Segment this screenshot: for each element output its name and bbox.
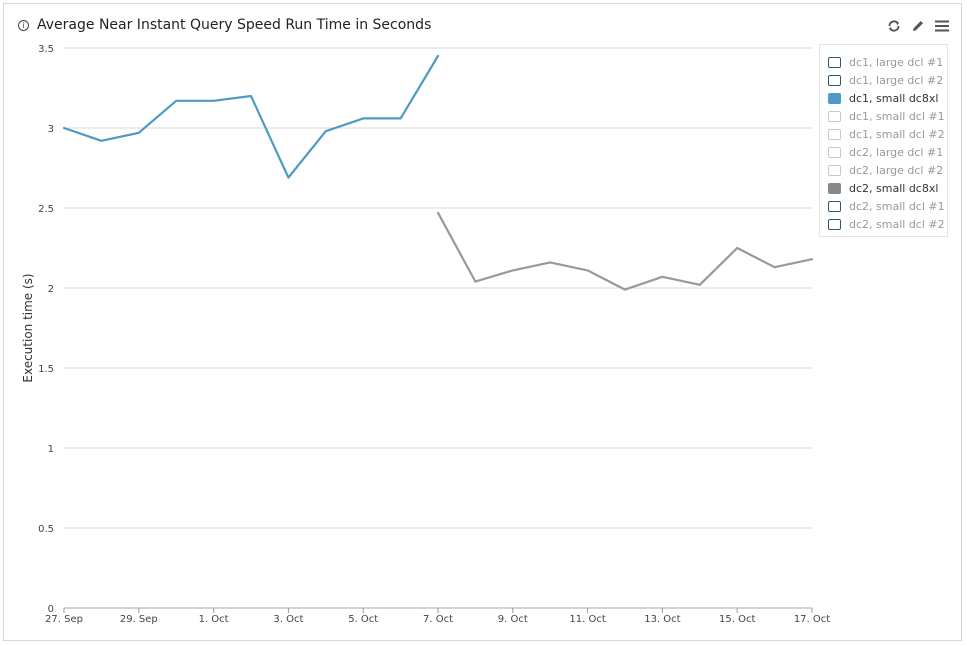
y-axis-title: Execution time (s) bbox=[21, 273, 35, 382]
legend: dc1, large dcl #1 dc1, large dcl #2 dc1, s… bbox=[819, 44, 948, 237]
y-tick-label: 1 bbox=[48, 444, 54, 455]
edit-icon[interactable] bbox=[909, 17, 927, 35]
legend-swatch bbox=[828, 165, 841, 176]
x-tick-label: 11. Oct bbox=[569, 614, 605, 625]
y-tick-label: 1.5 bbox=[38, 364, 54, 375]
legend-swatch bbox=[828, 201, 841, 212]
y-tick-label: 3.5 bbox=[38, 44, 54, 55]
x-tick-label: 15. Oct bbox=[719, 614, 755, 625]
legend-swatch bbox=[828, 57, 841, 68]
series-line bbox=[436, 211, 814, 291]
legend-swatch bbox=[828, 75, 841, 86]
info-icon[interactable]: i bbox=[18, 20, 29, 31]
legend-label: dc1, large dcl #2 bbox=[849, 74, 944, 87]
legend-label: dc1, small dcl #2 bbox=[849, 128, 945, 141]
y-tick-label: 2 bbox=[48, 284, 54, 295]
x-tick-label: 1. Oct bbox=[199, 614, 229, 625]
legend-swatch bbox=[828, 111, 841, 122]
refresh-icon[interactable] bbox=[885, 17, 903, 35]
x-tick-label: 9. Oct bbox=[498, 614, 528, 625]
legend-swatch bbox=[828, 129, 841, 140]
x-tick-label: 3. Oct bbox=[273, 614, 303, 625]
chart-header: i Average Near Instant Query Speed Run T… bbox=[18, 17, 951, 37]
x-tick-label: 29. Sep bbox=[120, 614, 158, 625]
y-tick-label: 2.5 bbox=[38, 204, 54, 215]
legend-label: dc2, small dcl #1 bbox=[849, 200, 945, 213]
x-tick-label: 27. Sep bbox=[45, 614, 83, 625]
x-tick-label: 17. Oct bbox=[794, 614, 830, 625]
legend-label: dc1, small dcl #1 bbox=[849, 110, 945, 123]
x-tick-label: 13. Oct bbox=[644, 614, 680, 625]
chart-title: Average Near Instant Query Speed Run Tim… bbox=[37, 17, 432, 33]
legend-label: dc1, small dc8xl bbox=[849, 92, 939, 105]
chart-card: i Average Near Instant Query Speed Run T… bbox=[3, 3, 962, 641]
legend-label: dc2, large dcl #1 bbox=[849, 146, 944, 159]
legend-label: dc2, small dc8xl bbox=[849, 182, 939, 195]
legend-swatch bbox=[828, 93, 841, 104]
menu-icon[interactable] bbox=[933, 17, 951, 35]
series-line bbox=[62, 54, 440, 179]
y-tick-label: 3 bbox=[48, 124, 54, 135]
y-tick-label: 0 bbox=[48, 604, 54, 615]
y-tick-label: 0.5 bbox=[38, 524, 54, 535]
legend-swatch bbox=[828, 147, 841, 158]
legend-label: dc2, large dcl #2 bbox=[849, 164, 944, 177]
legend-label: dc2, small dcl #2 bbox=[849, 218, 945, 231]
legend-swatch bbox=[828, 183, 841, 194]
x-tick-label: 5. Oct bbox=[348, 614, 378, 625]
legend-label: dc1, large dcl #1 bbox=[849, 56, 944, 69]
legend-swatch bbox=[828, 219, 841, 230]
x-tick-label: 7. Oct bbox=[423, 614, 453, 625]
